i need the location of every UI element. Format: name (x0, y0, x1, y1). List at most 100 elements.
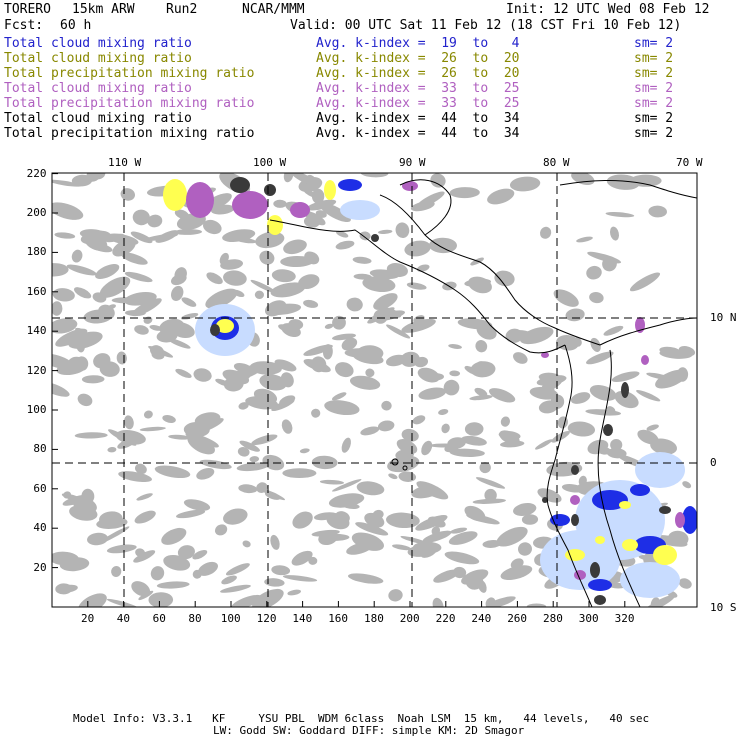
cloud-patch (52, 381, 70, 397)
cloud-patch (377, 420, 395, 432)
cloud-patch (52, 318, 78, 334)
cloud-patch (352, 351, 384, 365)
legend-smoothing: sm= 2 (634, 66, 674, 81)
cloud-patch (116, 351, 127, 365)
legend-variable: Total cloud mixing ratio (4, 111, 192, 126)
x-tick-label: 120 (256, 612, 277, 625)
y-tick-label: 80 (33, 442, 47, 456)
cloud-patch (561, 484, 584, 493)
cloud-patch (223, 376, 244, 392)
cloud-patch (252, 588, 284, 607)
cloud-patch (356, 481, 385, 496)
cloud-patch (475, 340, 488, 353)
cloud-patch (360, 426, 380, 436)
cloud-patch (271, 565, 291, 576)
cloud-patch (54, 232, 76, 239)
cloud-patch (77, 393, 93, 407)
heavy-precip-area (402, 181, 418, 191)
lon-label-80w: 80 W (543, 156, 570, 169)
cloud-patch (496, 526, 528, 547)
precip-area (653, 545, 677, 565)
x-tick-label: 60 (152, 612, 166, 625)
precip-features (163, 177, 697, 605)
cloud-patch (324, 400, 360, 416)
cloud-patch (283, 239, 307, 255)
cloud-patch (433, 569, 460, 583)
cloud-patch (589, 385, 617, 401)
cloud-patch (251, 434, 278, 445)
cloud-patch (150, 566, 165, 581)
cloud-patch (475, 477, 506, 489)
cloud-patch (199, 459, 232, 470)
precip-area (216, 319, 234, 333)
coastline-segment (559, 180, 697, 199)
cloud-patch (143, 410, 153, 419)
x-tick-label: 220 (435, 612, 456, 625)
cloud-patch (526, 603, 547, 607)
cloud-patch (449, 448, 485, 457)
cloud-patch (271, 269, 296, 283)
cloud-patch (659, 349, 693, 359)
legend-kindex: Avg. k-index = 19 to 4 (316, 36, 520, 51)
y-tick-label: 60 (33, 481, 47, 495)
cloud-patch (181, 297, 197, 307)
cloud-patch (234, 237, 257, 244)
cloud-patch (81, 488, 95, 504)
cloud-patch (372, 509, 384, 520)
cloud-patch (78, 593, 107, 607)
cloud-patch (124, 271, 153, 283)
legend-kindex: Avg. k-index = 33 to 25 (316, 96, 520, 111)
legend-smoothing: sm= 2 (634, 36, 674, 51)
y-tick-label: 160 (26, 284, 47, 298)
cloud-patch (331, 479, 362, 492)
cloud-patch (308, 556, 318, 565)
cloud-patch (400, 351, 420, 367)
cloud-patch (461, 569, 489, 585)
cloud-patch (245, 396, 279, 410)
lat-label-10n: 10 N (710, 311, 737, 324)
cloud-patch (355, 522, 389, 536)
cloud-patch (341, 437, 351, 453)
cloud-patch (448, 531, 478, 545)
cloud-patch (335, 240, 355, 250)
cloud-patch (476, 323, 497, 340)
cloud-patch (369, 269, 400, 280)
cloud-patch (381, 400, 392, 411)
cloud-patch (539, 226, 552, 239)
cloud-patch (348, 573, 384, 584)
cloud-patch (264, 300, 287, 317)
legend-kindex: Avg. k-index = 33 to 25 (316, 81, 520, 96)
cloud-patch (537, 488, 562, 503)
cloud-patch (291, 550, 313, 566)
cloud-patch (479, 462, 491, 474)
cloud-patch (585, 409, 622, 416)
cloud-patch (304, 211, 326, 226)
cloud-patch (586, 351, 614, 365)
cloud-patch (173, 229, 202, 235)
cloud-patch (99, 276, 131, 298)
cloud-patch (485, 597, 496, 607)
cloud-patch (130, 231, 153, 244)
cloud-patch (386, 324, 411, 339)
axis-ticks (52, 173, 626, 607)
cloud-patch (59, 557, 90, 572)
cloud-patch (238, 402, 249, 410)
cloud-patch (215, 378, 230, 387)
cloud-patch (646, 372, 672, 380)
cloud-patch (422, 530, 452, 543)
cloud-patch (264, 578, 285, 587)
cloud-patch (205, 288, 238, 309)
legend-smoothing: sm= 2 (634, 96, 674, 111)
cloud-patch (283, 173, 294, 183)
cloud-patch (249, 361, 282, 375)
lon-label-90w: 90 W (399, 156, 426, 169)
cloud-patch (349, 375, 381, 390)
cloud-patch (406, 282, 427, 290)
cloud-patch (67, 356, 86, 371)
cloud-patch (416, 191, 445, 209)
cloud-patch (273, 199, 287, 208)
cloud-patch (417, 367, 440, 383)
cloud-patch (359, 231, 371, 241)
cloud-patch (168, 434, 191, 440)
cloud-patch (346, 297, 363, 312)
